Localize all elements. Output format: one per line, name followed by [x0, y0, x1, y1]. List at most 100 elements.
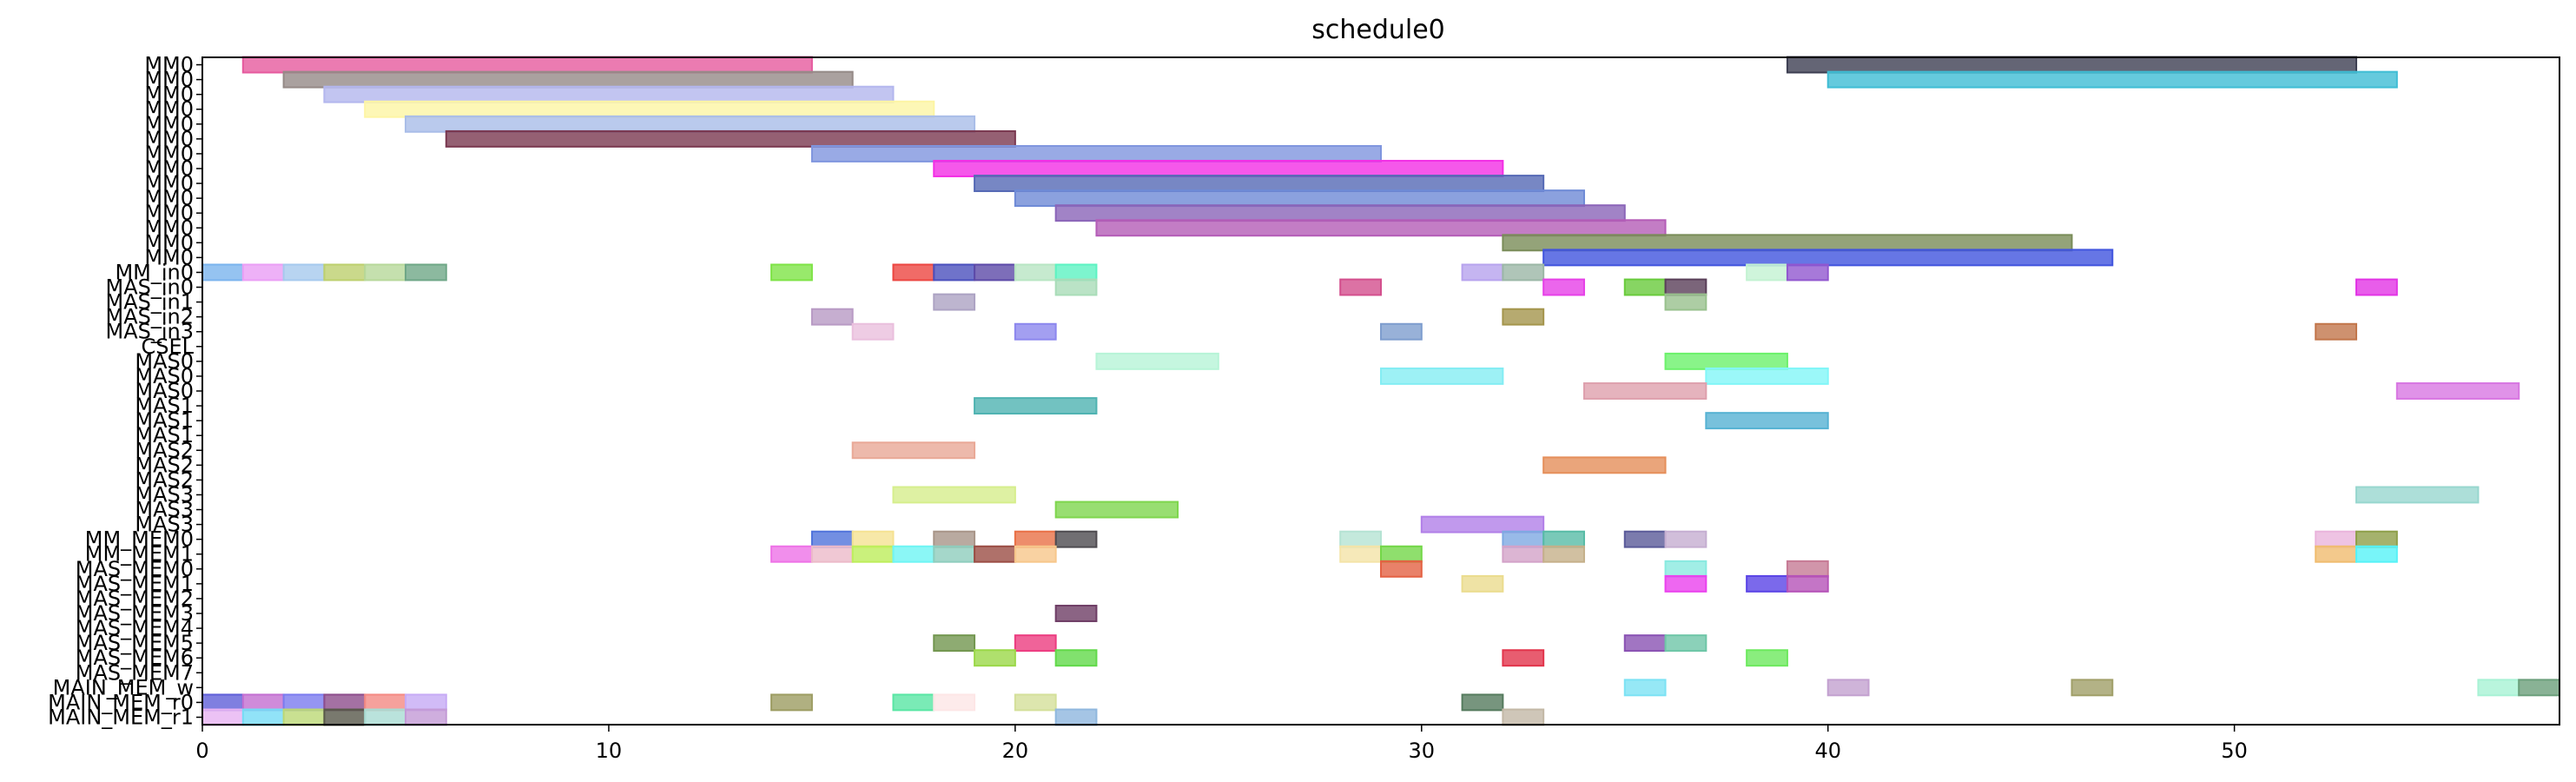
y-tick-label: MAS_MEM6 [76, 646, 194, 670]
task-bar [2071, 679, 2114, 697]
task-bar [364, 100, 935, 118]
task-bar [1054, 204, 1626, 222]
y-tick-label: MAIN_MEM_r1 [48, 705, 194, 729]
task-bar [241, 693, 285, 712]
task-bar [323, 85, 895, 103]
task-bars [201, 56, 2560, 726]
task-bar [1339, 545, 1383, 563]
chart-title: schedule0 [1311, 15, 1445, 45]
y-tick-label: MAS_in2 [105, 305, 194, 329]
task-bar [1502, 545, 1545, 563]
task-bar [404, 115, 976, 133]
x-tick-label: 50 [2221, 739, 2248, 763]
task-bar [404, 693, 447, 712]
task-bar [933, 530, 976, 548]
task-bar [1054, 278, 1098, 296]
task-bar [1746, 649, 1788, 667]
task-bar [1502, 308, 1545, 326]
task-bar [933, 693, 976, 712]
task-bar [2355, 530, 2398, 548]
task-bar [2518, 679, 2560, 697]
y-tick-label: MAS_MEM5 [76, 631, 194, 655]
task-bar [1380, 545, 1423, 563]
y-tick-label: MM0 [144, 230, 194, 255]
task-bar [1502, 649, 1545, 667]
task-bar [2315, 530, 2358, 548]
task-bar [1461, 263, 1504, 282]
task-bar [404, 708, 447, 726]
y-tick-label: MAS3 [135, 498, 194, 522]
x-tick-label: 0 [195, 739, 208, 763]
task-bar [1502, 530, 1545, 548]
task-bar [2355, 278, 2398, 296]
task-bar [810, 530, 854, 548]
task-bar [1054, 263, 1098, 282]
task-bar [1339, 278, 1383, 296]
y-tick-label: MAIN_MEM_r0 [48, 690, 194, 714]
task-bar [2395, 382, 2520, 400]
task-bar [201, 708, 244, 726]
task-bar [974, 397, 1098, 415]
y-tick-label: MAS_MEM4 [76, 616, 194, 640]
y-tick-label: MAS3 [135, 513, 194, 537]
task-bar [892, 545, 935, 563]
task-bar [1054, 605, 1098, 622]
y-tick-label: MAS_in0 [105, 275, 194, 300]
y-tick-label: MM0 [144, 201, 194, 225]
task-bar [1542, 249, 2114, 267]
task-bar [1664, 530, 1707, 548]
task-bar [1054, 530, 1098, 548]
task-bar [933, 160, 1504, 177]
task-bar [770, 263, 813, 282]
task-bar [282, 708, 326, 726]
y-tick-label: MAS2 [135, 453, 194, 477]
task-bar [1664, 293, 1707, 311]
task-bar [1664, 352, 1788, 370]
task-bar [364, 693, 406, 712]
plot-frame [201, 56, 2560, 726]
task-bar [974, 649, 1016, 667]
task-bar [1542, 456, 1667, 474]
task-bar [1014, 189, 1585, 208]
y-tick-label: MM0 [144, 83, 194, 107]
y-tick-label: MM_MEM1 [85, 542, 194, 567]
y-tick-label: MM_MEM0 [85, 527, 194, 552]
y-tick-label: MM0 [144, 53, 194, 77]
y-tick-label: MAS2 [135, 438, 194, 462]
task-bar [1664, 634, 1707, 653]
y-tick-label: MM0 [144, 68, 194, 92]
task-bar [851, 441, 976, 460]
task-bar [1664, 560, 1707, 578]
y-tick-label: MAS_MEM3 [76, 601, 194, 626]
x-tick-label: 10 [596, 739, 623, 763]
task-bar [1420, 515, 1545, 533]
task-bar [1746, 263, 1788, 282]
task-bar [1054, 649, 1098, 667]
x-tick-label: 40 [1814, 739, 1841, 763]
y-tick-label: MAS_MEM2 [76, 586, 194, 611]
task-bar [1786, 56, 2358, 74]
task-bar [1826, 70, 2398, 89]
task-bar [2355, 486, 2480, 504]
task-bar [282, 693, 326, 712]
y-tick-label: MM0 [144, 142, 194, 166]
y-tick-label: MAS1 [135, 423, 194, 447]
task-bar [1461, 574, 1504, 593]
task-bar [445, 129, 1016, 148]
y-tick-label: MM0 [144, 112, 194, 136]
task-bar [323, 263, 367, 282]
x-axis-ticks: 0 10 20 30 40 50 [195, 725, 2248, 763]
task-bar [2477, 679, 2520, 697]
task-bar [1095, 219, 1667, 237]
task-bar [1502, 234, 2073, 252]
task-bar [2315, 545, 2358, 563]
task-bar [1623, 278, 1667, 296]
y-tick-label: MM0 [144, 97, 194, 122]
task-bar [810, 308, 854, 326]
task-bar [892, 486, 1016, 504]
task-bar [1623, 679, 1667, 697]
y-tick-label: MM0 [144, 171, 194, 196]
y-tick-label: MM0 [144, 186, 194, 210]
task-bar [282, 70, 854, 89]
